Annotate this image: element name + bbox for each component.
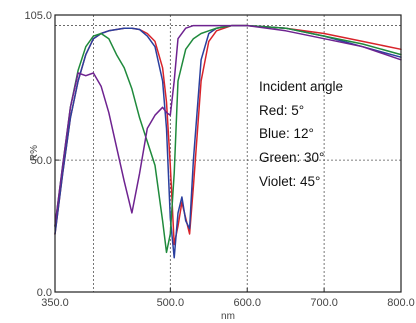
x-tick-label: 600.0: [233, 297, 261, 309]
x-axis-label: nm: [221, 311, 235, 322]
legend-heading: Incident angle: [259, 79, 343, 94]
x-tick-label: 500.0: [157, 297, 185, 309]
y-tick-label: 0.0: [37, 287, 52, 299]
series-layer: [54, 24, 402, 259]
series-line-2: [54, 24, 402, 254]
legend-violet: Violet: 45°: [259, 174, 320, 189]
grid-layer: [55, 15, 401, 292]
x-tick-label: 800.0: [387, 297, 415, 309]
plot-frame: [54, 14, 402, 293]
series-line-3: [54, 24, 402, 227]
legend-blue: Blue: 12°: [259, 126, 314, 141]
tick-layer: 350.0 500.0 600.0 700.0 800.0 0.0 50.0 105.0: [24, 10, 414, 309]
y-tick-label: 105.0: [24, 10, 52, 22]
x-tick-label: 700.0: [310, 297, 338, 309]
series-line-1: [54, 24, 402, 259]
incident-angle-legend: Incident angle Red: 5° Blue: 12° Green: …: [259, 79, 343, 189]
x-tick-label: 350.0: [41, 297, 69, 309]
legend-red: Red: 5°: [259, 103, 304, 118]
series-line-0: [54, 24, 402, 246]
legend-green: Green: 30°: [259, 150, 324, 165]
y-axis-label: R%: [29, 145, 40, 161]
y-tick-label: 50.0: [31, 155, 52, 167]
